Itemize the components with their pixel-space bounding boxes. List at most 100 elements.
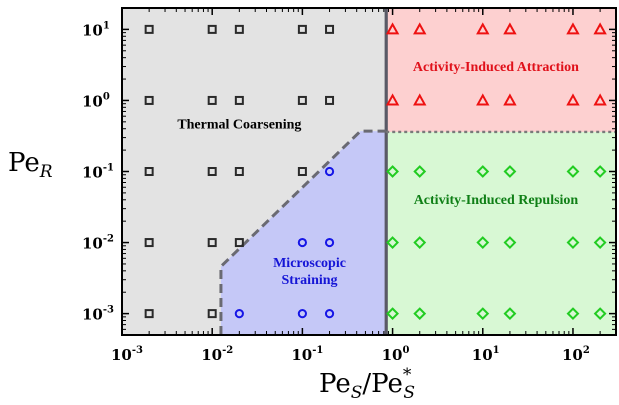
marker-activity-induced-repulsion-18 (593, 307, 607, 321)
x-tick-exponent: -3 (132, 345, 143, 356)
x-tick-base: 10 (111, 346, 132, 364)
marker-activity-induced-repulsion-14 (413, 307, 427, 321)
marker-thermal-coarsening-17 (234, 238, 244, 248)
marker-activity-induced-repulsion-12 (593, 236, 607, 249)
marker-thermal-coarsening-9 (297, 95, 307, 105)
region-activity-induced-attraction (386, 8, 616, 132)
x-axis-title: PeS/Pe* S (319, 365, 415, 403)
marker-activity-induced-repulsion-6 (593, 165, 607, 178)
region-labels-layer: Thermal Coarsening Microscopic Straining Ac… (177, 60, 579, 288)
marker-activity-induced-repulsion-2 (413, 165, 427, 178)
x-axis-title-sep: /Pe (362, 369, 402, 399)
x-tick-exponent: 0 (402, 345, 409, 356)
y-tick-base: 10 (82, 306, 103, 324)
marker-activity-induced-repulsion-10 (503, 236, 517, 249)
x-axis-title-star: * (403, 365, 412, 385)
x-axis-title-sub1: S (351, 383, 363, 403)
x-tick-exponent: 2 (583, 345, 590, 356)
y-tick-exponent: -2 (103, 234, 114, 245)
x-tick-exponent: 1 (493, 345, 500, 356)
y-axis-title: PeR (8, 148, 53, 182)
data-points-layer (144, 22, 607, 321)
x-tick-base: 10 (291, 346, 312, 364)
marker-thermal-coarsening-15 (144, 238, 154, 248)
marker-activity-induced-attraction-5 (566, 22, 580, 35)
region-label-microscopic-straining-line-2: Straining (282, 273, 338, 288)
region-activity-induced-repulsion (386, 131, 616, 335)
marker-thermal-coarsening-7 (207, 95, 217, 105)
marker-activity-induced-attraction-11 (566, 93, 580, 106)
marker-thermal-coarsening-3 (234, 24, 244, 34)
y-tick-exponent: 0 (103, 91, 110, 102)
x-tick-label: 102 (562, 345, 590, 364)
x-tick-label: 10-2 (201, 345, 233, 364)
marker-activity-induced-attraction-12 (593, 93, 607, 106)
marker-thermal-coarsening-16 (207, 238, 217, 248)
x-axis-title-main: Pe (319, 369, 351, 399)
region-label-activity-induced-repulsion-line-1: Activity-Induced Repulsion (414, 193, 579, 208)
marker-thermal-coarsening-18 (144, 309, 154, 319)
y-tick-exponent: 1 (103, 20, 110, 31)
marker-microscopic-straining-3 (324, 237, 335, 248)
marker-activity-induced-repulsion-1 (386, 165, 399, 178)
marker-activity-induced-repulsion-11 (566, 236, 580, 249)
x-tick-label: 10-1 (291, 345, 323, 364)
marker-activity-induced-repulsion-7 (386, 236, 399, 249)
y-tick-exponent: -1 (103, 163, 114, 174)
region-label-thermal-coarsening-line-1: Thermal Coarsening (177, 118, 301, 133)
marker-thermal-coarsening-6 (144, 95, 154, 105)
y-axis-title-main: Pe (8, 148, 40, 178)
marker-activity-induced-attraction-10 (503, 93, 517, 106)
marker-thermal-coarsening-14 (297, 167, 307, 176)
marker-activity-induced-attraction-4 (503, 22, 517, 35)
marker-microscopic-straining-2 (297, 237, 307, 248)
marker-thermal-coarsening-2 (207, 24, 217, 34)
marker-activity-induced-attraction-7 (385, 93, 400, 106)
y-tick-label: 100 (82, 91, 110, 110)
y-tick-label: 101 (82, 20, 110, 39)
marker-activity-induced-repulsion-15 (476, 307, 490, 321)
y-tick-exponent: -3 (103, 305, 114, 316)
region-microscopic-straining (220, 131, 387, 335)
marker-microscopic-straining-6 (324, 309, 335, 319)
marker-activity-induced-attraction-8 (413, 93, 427, 106)
marker-microscopic-straining-5 (297, 309, 307, 319)
y-tick-base: 10 (82, 164, 103, 182)
marker-microscopic-straining-4 (234, 309, 244, 319)
x-tick-base: 10 (382, 346, 403, 364)
marker-thermal-coarsening-10 (325, 95, 335, 105)
x-axis-title-sub2: S (403, 383, 415, 403)
marker-microscopic-straining-1 (324, 166, 335, 177)
boundary-diagonal (219, 129, 387, 335)
marker-activity-induced-repulsion-4 (503, 165, 517, 178)
x-tick-label: 101 (472, 345, 500, 364)
x-tick-base: 10 (562, 346, 583, 364)
marker-thermal-coarsening-1 (144, 24, 154, 34)
marker-activity-induced-repulsion-9 (476, 236, 490, 249)
marker-activity-induced-attraction-1 (385, 22, 400, 35)
marker-thermal-coarsening-8 (234, 95, 244, 105)
y-tick-base: 10 (82, 92, 103, 110)
marker-thermal-coarsening-5 (325, 24, 335, 34)
region-label-activity-induced-attraction-line-1: Activity-Induced Attraction (413, 60, 579, 75)
marker-thermal-coarsening-13 (234, 167, 244, 176)
x-tick-base: 10 (201, 346, 222, 364)
marker-activity-induced-repulsion-3 (476, 165, 490, 178)
marker-activity-induced-attraction-6 (593, 22, 607, 35)
x-tick-exponent: -2 (222, 345, 233, 356)
y-tick-label: 10-2 (82, 234, 114, 253)
marker-activity-induced-attraction-9 (476, 93, 490, 106)
marker-thermal-coarsening-4 (297, 24, 307, 34)
y-tick-label: 10-1 (82, 163, 114, 182)
x-tick-base: 10 (472, 346, 493, 364)
x-tick-label: 100 (382, 345, 410, 364)
marker-activity-induced-attraction-2 (413, 22, 427, 35)
x-tick-label: 10-3 (111, 345, 143, 364)
x-tick-exponent: -1 (312, 345, 323, 356)
regions-layer (122, 8, 616, 335)
y-tick-base: 10 (82, 21, 103, 39)
marker-activity-induced-repulsion-16 (503, 307, 517, 321)
y-tick-label: 10-3 (82, 305, 114, 324)
marker-thermal-coarsening-19 (207, 309, 217, 319)
marker-activity-induced-repulsion-8 (413, 236, 427, 249)
